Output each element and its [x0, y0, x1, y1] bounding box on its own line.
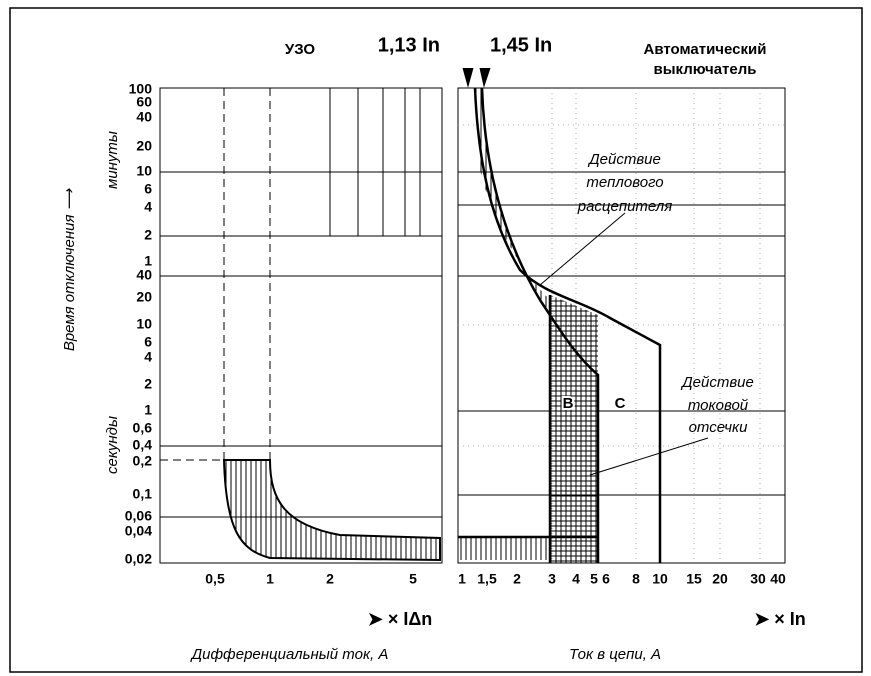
- label: 1,13 In: [378, 34, 440, 56]
- label: минуты: [104, 131, 121, 189]
- y-tick-label: 4: [144, 349, 152, 365]
- annotation: C: [615, 395, 626, 412]
- y-tick-label: 20: [136, 138, 152, 154]
- annotation: Действие: [587, 151, 661, 168]
- y-tick-label: 0,02: [125, 551, 152, 567]
- x-tick-label: 5: [590, 571, 598, 587]
- label: УЗО: [285, 41, 316, 58]
- y-tick-label: 0,04: [125, 523, 152, 539]
- y-tick-label: 4: [144, 199, 152, 215]
- y-label: Время отключения ⟶: [61, 187, 78, 351]
- x-tick-label: 5: [409, 571, 417, 587]
- x-tick-label: 15: [686, 571, 702, 587]
- y-tick-label: 0,1: [133, 486, 153, 502]
- annotation: токовой: [688, 397, 749, 414]
- y-tick-label: 60: [136, 94, 152, 110]
- x-tick-label: 0,5: [205, 571, 225, 587]
- x-tick-label: 1,5: [477, 571, 497, 587]
- y-tick-label: 6: [144, 181, 152, 197]
- y-tick-label: 0,6: [133, 420, 153, 436]
- y-tick-label: 0,2: [133, 453, 153, 469]
- y-tick-label: 6: [144, 334, 152, 350]
- x-tick-label: 20: [712, 571, 728, 587]
- x-tick-label: 10: [652, 571, 668, 587]
- breaker-curve: [458, 67, 709, 563]
- annotation: B: [563, 395, 574, 412]
- y-tick-label: 40: [136, 267, 152, 283]
- x-tick-label: 6: [602, 571, 610, 587]
- label: 1,45 In: [490, 34, 552, 56]
- x-label: Дифференциальный ток, А: [190, 646, 389, 663]
- x-tick-label: 40: [770, 571, 786, 587]
- label: секунды: [104, 416, 121, 474]
- x-tick-label: 30: [750, 571, 766, 587]
- annotation: отсечки: [689, 419, 749, 436]
- y-tick-label: 0,4: [133, 437, 153, 453]
- annotation: теплового: [586, 174, 663, 191]
- x-tick-label: 4: [572, 571, 580, 587]
- y-tick-label: 40: [136, 109, 152, 125]
- x-tick-label: 2: [513, 571, 521, 587]
- annotation: расцепителя: [577, 198, 673, 215]
- y-tick-label: 0,06: [125, 508, 152, 524]
- y-tick-label: 2: [144, 227, 152, 243]
- frame: [9, 7, 863, 673]
- x-tick-label: 1: [458, 571, 466, 587]
- label: Автоматический: [644, 41, 767, 58]
- label: ➤ × IΔn: [368, 609, 433, 629]
- x-tick-label: 1: [266, 571, 274, 587]
- label: выключатель: [654, 61, 757, 78]
- y-tick-label: 10: [136, 163, 152, 179]
- y-tick-label: 1: [144, 402, 152, 418]
- label: ➤ × In: [754, 609, 806, 629]
- x-tick-label: 2: [326, 571, 334, 587]
- y-tick-label: 1: [144, 253, 152, 269]
- y-tick-label: 20: [136, 289, 152, 305]
- x-tick-label: 8: [632, 571, 640, 587]
- y-tick-label: 10: [136, 316, 152, 332]
- x-label: Ток в цепи, А: [569, 646, 661, 663]
- y-tick-label: 100: [129, 81, 153, 97]
- y-tick-label: 2: [144, 376, 152, 392]
- rcd-curve: [160, 88, 441, 562]
- x-tick-label: 3: [548, 571, 556, 587]
- annotation: Действие: [680, 374, 754, 391]
